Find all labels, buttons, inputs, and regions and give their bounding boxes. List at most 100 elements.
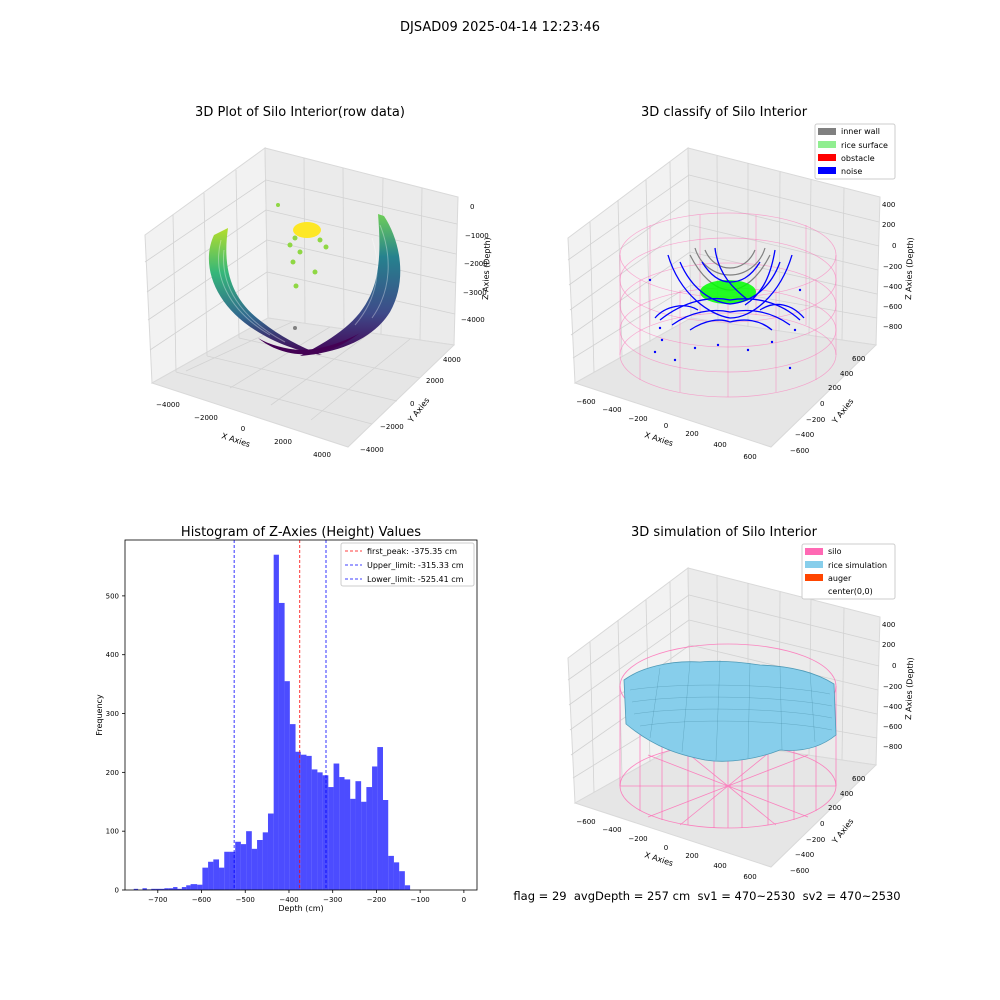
histogram-bar: [333, 763, 340, 890]
legend-swatch: [818, 141, 836, 148]
histogram-bars: [133, 554, 411, 890]
legend-swatch: [805, 561, 823, 568]
raw-ztick: −1000: [465, 232, 489, 240]
raw-ztick: −3000: [463, 289, 487, 297]
simulation-xtick: 0: [664, 844, 668, 852]
histogram-bar: [190, 884, 198, 890]
raw-ztick: −4000: [461, 316, 485, 324]
histogram-ytick-label: 0: [115, 887, 119, 895]
simulation-ytick: 600: [852, 775, 865, 783]
histogram-bar: [267, 813, 274, 890]
classify-xtick: 0: [664, 422, 668, 430]
legend-label-rice-surface: rice surface: [841, 141, 888, 150]
legend-label-rice-simulation: rice simulation: [828, 561, 887, 570]
pane-floor: [573, 737, 878, 868]
simulation-ytick: 400: [840, 790, 853, 798]
histogram-title: Histogram of Z-Axies (Height) Values: [181, 525, 421, 540]
histogram-bar: [208, 861, 214, 890]
raw-zlabel: Z Axies (Depth): [481, 237, 492, 300]
panel-raw-title: 3D Plot of Silo Interior(row data): [195, 105, 405, 120]
simulation-ztick: 200: [882, 641, 895, 649]
histogram-bar: [344, 779, 351, 890]
histogram-bar: [355, 781, 362, 890]
simulation-xtick: −600: [576, 818, 595, 826]
figure-suptitle: DJSAD09 2025-04-14 12:23:46: [400, 20, 600, 35]
histogram-bar: [246, 831, 252, 890]
classify-ytick: 600: [852, 355, 865, 363]
simulation-xtick: 600: [743, 873, 756, 881]
raw-ytick: 4000: [443, 356, 461, 364]
legend-label-center: center(0,0): [828, 587, 873, 596]
legend-label-inner-wall: inner wall: [841, 127, 880, 136]
histogram-bar: [388, 855, 394, 890]
histogram-bar: [155, 888, 160, 890]
histogram-bar: [361, 801, 367, 890]
classify-ylabel: Y Axies: [830, 397, 856, 426]
bowl-left-wing: [208, 228, 322, 355]
raw-ztick: −2000: [464, 260, 488, 268]
raw-ztick: 0: [470, 203, 474, 211]
histogram-xtick-label: −700: [148, 896, 167, 904]
noise-points: [654, 247, 805, 331]
histogram-bar: [202, 867, 209, 890]
raw-axis-ticks: −4000 −2000 0 2000 4000 −4000 −2000 0 20…: [156, 203, 489, 459]
classify-xtick: −200: [628, 415, 647, 423]
panel-simulation-3d: 3D simulation of Silo Interior: [567, 525, 915, 881]
classify-ytick: −400: [795, 431, 814, 439]
legend-label-obstacle: obstacle: [841, 154, 875, 163]
classify-ytick: −200: [806, 416, 825, 424]
simulation-ztick: −200: [883, 683, 902, 691]
points-scatter: [276, 203, 329, 330]
legend-label-noise: noise: [841, 167, 862, 176]
simulation-xtick: −200: [628, 835, 647, 843]
histogram-bar: [159, 888, 165, 890]
histogram-bar: [300, 754, 307, 890]
legend-label-first-peak: first_peak: -375.35 cm: [367, 547, 457, 556]
legend-swatch: [805, 548, 823, 555]
simulation-ztick: −400: [883, 703, 902, 711]
histogram-bar: [186, 885, 191, 890]
histogram-bar: [168, 888, 174, 890]
histogram-bar: [339, 777, 345, 890]
rice-simulation-surface: [623, 660, 837, 762]
histogram-bar: [350, 798, 356, 890]
raw-ytick: −4000: [360, 446, 384, 454]
classify-ztick: −200: [883, 263, 902, 271]
legend-swatch: [818, 128, 836, 135]
histogram-bar: [311, 769, 318, 890]
raw-xtick: 2000: [274, 438, 292, 446]
status-footer: flag = 29 avgDepth = 257 cm sv1 = 470~25…: [513, 889, 900, 903]
classify-ztick: −400: [883, 283, 902, 291]
classify-ztick: −600: [883, 303, 902, 311]
simulation-zlabel: Z Axies (Depth): [904, 657, 915, 720]
classify-ytick: 400: [840, 370, 853, 378]
histogram-bar: [164, 888, 169, 890]
histogram-bar: [382, 800, 389, 890]
classify-ztick: 200: [882, 221, 895, 229]
histogram-bar: [366, 787, 373, 890]
histogram-bar: [213, 859, 220, 890]
histogram-xticks: −700 −600 −500 −400 −300 −200 −100 0: [148, 890, 466, 904]
classify-xtick: 600: [743, 453, 756, 461]
histogram-xtick-label: −600: [192, 896, 211, 904]
classify-ztick: 0: [892, 242, 896, 250]
legend-label-silo: silo: [828, 547, 842, 556]
grid-lines: [567, 155, 880, 373]
histogram-bar: [328, 787, 334, 890]
histogram-vlines: [233, 540, 327, 890]
simulation-ztick: −800: [883, 743, 902, 751]
histogram-bar: [295, 751, 301, 890]
histogram-xtick-label: −100: [411, 896, 430, 904]
classify-ytick: −600: [790, 447, 809, 455]
simulation-ytick: −400: [795, 851, 814, 859]
simulation-ytick: 0: [820, 820, 824, 828]
histogram-ytick-label: 300: [106, 710, 119, 718]
pane-floor: [573, 317, 878, 448]
histogram-bar: [251, 848, 258, 890]
legend-swatch: [818, 167, 836, 174]
histogram-bar: [224, 851, 230, 890]
histogram-xtick-label: −500: [236, 896, 255, 904]
histogram-bar: [393, 862, 400, 890]
histogram-bar: [322, 775, 329, 890]
panel-simulation-title: 3D simulation of Silo Interior: [631, 525, 818, 540]
